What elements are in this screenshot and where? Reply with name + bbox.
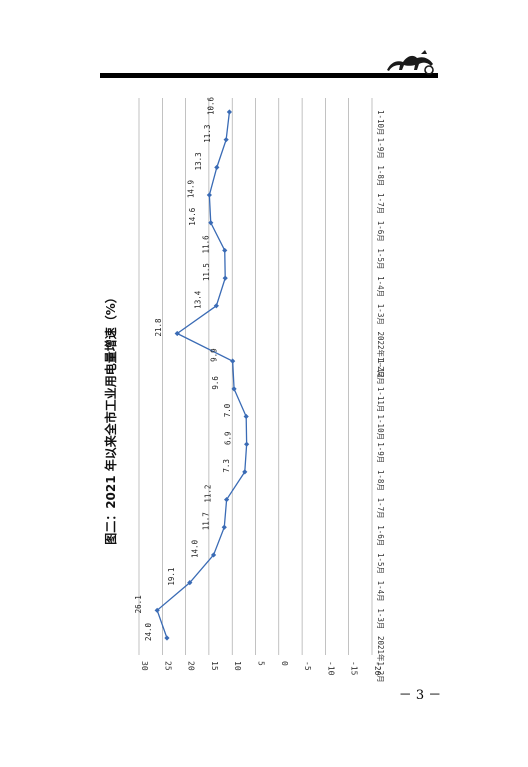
page-number: － 3 － bbox=[398, 688, 442, 703]
horse-carriage-logo bbox=[387, 50, 434, 75]
data-point bbox=[174, 330, 180, 337]
data-label: 14.9 bbox=[186, 180, 195, 198]
data-label: 11.3 bbox=[203, 125, 212, 143]
data-label: 24.0 bbox=[144, 622, 153, 641]
y-tick-label: 10 bbox=[233, 661, 242, 671]
x-tick-label: 1-12月 bbox=[376, 359, 385, 385]
chart-title: 图二：2021 年以来全市工业用电量增速（%） bbox=[103, 291, 118, 545]
data-label: 11.5 bbox=[202, 263, 211, 281]
data-label: 19.1 bbox=[167, 568, 176, 586]
data-label: 26.1 bbox=[134, 595, 143, 613]
data-label: 13.4 bbox=[193, 290, 202, 309]
data-point bbox=[210, 552, 217, 558]
data-point bbox=[223, 137, 229, 143]
data-point bbox=[243, 413, 249, 420]
y-tick-label: 5 bbox=[257, 661, 266, 666]
data-point bbox=[222, 275, 228, 281]
data-point bbox=[214, 164, 220, 170]
data-label: 9.6 bbox=[211, 376, 220, 390]
data-label: 14.6 bbox=[188, 207, 197, 226]
x-tick-label: 1-3月 bbox=[376, 304, 385, 325]
data-point bbox=[230, 358, 236, 364]
data-label: 6.9 bbox=[224, 431, 233, 445]
data-point bbox=[242, 469, 248, 475]
y-tick-label: 0 bbox=[280, 661, 289, 666]
data-point bbox=[222, 247, 228, 254]
x-tick-label: 1-6月 bbox=[376, 525, 385, 546]
y-tick-label: -10 bbox=[326, 661, 335, 676]
gridlines bbox=[138, 98, 373, 655]
x-tick-label: 1-5月 bbox=[376, 553, 385, 574]
data-point bbox=[206, 192, 212, 198]
x-tick-label: 1-6月 bbox=[376, 221, 385, 242]
x-tick-label: 1-9月 bbox=[376, 138, 385, 159]
data-point bbox=[213, 303, 219, 309]
data-label: 21.8 bbox=[154, 318, 163, 337]
data-point bbox=[154, 607, 160, 613]
data-label: 13.3 bbox=[194, 152, 203, 170]
x-tick-label: 1-10月 bbox=[376, 415, 385, 441]
data-label: 9.9 bbox=[210, 348, 219, 362]
data-label: 7.3 bbox=[222, 459, 231, 473]
x-tick-label: 1-8月 bbox=[376, 165, 385, 186]
data-point bbox=[231, 386, 237, 392]
y-tick-label: -20 bbox=[373, 661, 382, 676]
x-tick-label: 1-4月 bbox=[376, 276, 385, 297]
data-label: 7.0 bbox=[223, 403, 232, 417]
y-tick-label: -15 bbox=[350, 661, 359, 676]
y-tick-label: 15 bbox=[210, 661, 219, 671]
data-point bbox=[226, 109, 233, 115]
x-tick-label: 1-10月 bbox=[376, 110, 385, 136]
y-tick-label: -5 bbox=[303, 661, 312, 671]
data-label: 11.6 bbox=[202, 235, 211, 254]
x-tick-label: 1-9月 bbox=[376, 442, 385, 463]
data-label: 14.0 bbox=[191, 539, 200, 558]
data-labels: 24.026.1 19.1 14.011.7 11.2 7.3 6.9 7.0 9.6 9.9 2… bbox=[134, 96, 232, 641]
header-rule bbox=[100, 73, 438, 78]
x-tick-label: 1-11月 bbox=[376, 387, 385, 413]
y-tick-label: 25 bbox=[163, 661, 172, 671]
y-tick-label: 20 bbox=[187, 661, 196, 671]
x-tick-label: 1-7月 bbox=[376, 498, 385, 519]
x-tick-label: 2021年1-2月 bbox=[376, 636, 386, 683]
data-point bbox=[187, 580, 193, 586]
data-point bbox=[164, 635, 170, 641]
x-tick-label: 1-5月 bbox=[376, 248, 385, 269]
y-tick-label: 30 bbox=[140, 661, 149, 671]
x-tick-label: 1-4月 bbox=[376, 581, 385, 602]
data-point bbox=[224, 496, 230, 503]
data-point bbox=[221, 524, 227, 530]
data-markers bbox=[154, 109, 250, 641]
data-label: 10.6 bbox=[206, 96, 215, 115]
x-tick-label: 1-7月 bbox=[376, 193, 385, 214]
x-tick-label: 1-8月 bbox=[376, 470, 385, 491]
data-label: 11.7 bbox=[201, 512, 210, 530]
data-point bbox=[244, 441, 250, 447]
data-point bbox=[208, 220, 214, 226]
series-line bbox=[156, 111, 248, 639]
x-tick-label: 2022年1-2月 bbox=[376, 331, 386, 378]
x-tick-label: 1-3月 bbox=[376, 608, 385, 629]
data-label: 11.2 bbox=[204, 485, 213, 503]
